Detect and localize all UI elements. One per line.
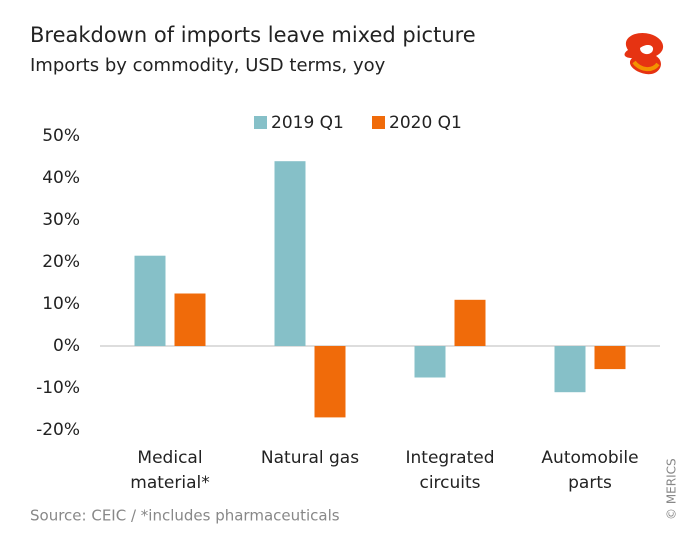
logo: [624, 32, 664, 75]
y-tick-label: 50%: [42, 126, 80, 146]
y-tick-label: 10%: [42, 294, 80, 314]
y-tick-label: 0%: [53, 336, 80, 356]
bar: [454, 299, 486, 346]
legend-swatch: [254, 116, 267, 129]
chart-title: Breakdown of imports leave mixed picture: [30, 23, 476, 47]
source: Source: CEIC / *includes pharmaceuticals: [30, 507, 340, 525]
credit: © MERICS: [665, 458, 679, 520]
legend-label: 2020 Q1: [389, 113, 462, 133]
bar: [554, 346, 586, 393]
bar: [414, 346, 446, 378]
y-tick-label: -10%: [36, 378, 80, 398]
bar: [174, 293, 206, 346]
chart-subtitle: Imports by commodity, USD terms, yoy: [30, 55, 386, 76]
bar: [314, 346, 346, 418]
x-tick-label: Natural gas: [260, 448, 360, 468]
x-tick-label: Automobile parts: [541, 448, 639, 493]
legend-label: 2019 Q1: [271, 113, 344, 133]
bar: [594, 346, 626, 370]
x-tick-label: Integrated circuits: [405, 448, 495, 493]
y-tick-label: 30%: [42, 210, 80, 230]
legend-swatch: [372, 116, 385, 129]
y-tick-label: -20%: [36, 420, 80, 440]
y-tick-label: 20%: [42, 252, 80, 272]
bar: [274, 161, 306, 346]
bar: [134, 255, 166, 346]
x-tick-label: Medical material*: [130, 448, 210, 493]
y-tick-label: 40%: [42, 168, 80, 188]
